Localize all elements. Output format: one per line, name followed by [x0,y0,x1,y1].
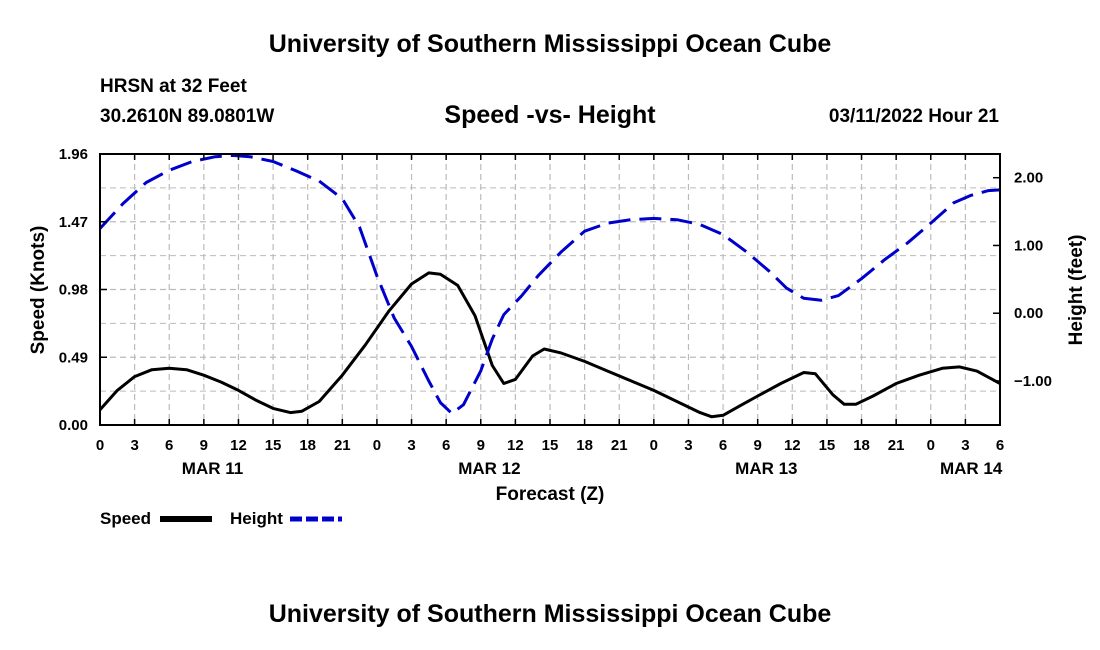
x-tick-label: 0 [373,437,381,454]
chart-title: Speed -vs- Height [444,101,656,129]
x-tick-label: 21 [888,437,905,454]
x-tick-label: 0 [650,437,658,454]
x-tick-label: 0 [927,437,935,454]
legend-speed-swatch [160,516,212,522]
x-tick-label: 6 [442,437,450,454]
x-tick-label: 3 [684,437,692,454]
speed-height-chart: 0 3 6 9 12 15 18 21 0 3 6 9 12 15 18 21 0 3 6 9 12 15 18 21 0 3 6M… [28,146,1087,505]
series-line-speed [98,271,1001,419]
x-tick-label: 12 [784,437,801,454]
x-tick-label: 21 [611,437,628,454]
grid [100,154,1000,425]
y-tick-label: 1.96 [59,146,88,163]
x-tick-label: 15 [265,437,282,454]
station-label: HRSN at 32 Feet [100,76,247,97]
x-tick-label: 6 [719,437,727,454]
x-tick-label: 9 [754,437,762,454]
date-label: MAR 11 [182,459,243,478]
x-tick-label: 9 [200,437,208,454]
x-tick-label: 15 [819,437,836,454]
y-tick-label: 0.00 [59,417,88,434]
legend-item-speed: Speed [100,509,151,529]
x-axis-title: Forecast (Z) [496,484,605,505]
x-tick-label: 18 [853,437,870,454]
page-title: University of Southern Mississippi Ocean… [268,30,832,58]
y-axis-title: Speed (Knots) [28,226,49,355]
date-label: MAR 14 [940,459,1003,478]
legend-height-swatch [290,516,342,522]
date-label: MAR 13 [735,459,797,478]
y-tick-label: 0.98 [59,282,88,299]
y2-tick-label: 2.00 [1014,170,1043,187]
x-tick-label: 15 [542,437,559,454]
axis-labels: 0 3 6 9 12 15 18 21 0 3 6 9 12 15 18 21 0 3 6 9 12 15 18 21 0 3 6M… [28,146,1087,505]
date-label: MAR 12 [458,459,520,478]
x-tick-label: 12 [230,437,247,454]
y2-axis-title: Height (feet) [1066,235,1087,346]
legend-height-label: Height [230,509,283,528]
footer-title: University of Southern Mississippi Ocean… [268,600,832,628]
coordinates-label: 30.2610N 89.0801W [100,106,275,127]
x-tick-label: 3 [407,437,415,454]
x-tick-label: 18 [576,437,593,454]
series-line-height [98,153,1001,415]
y-tick-label: 0.49 [59,349,88,366]
x-tick-label: 0 [96,437,104,454]
plot-border [99,153,1001,426]
x-tick-label: 3 [130,437,138,454]
x-tick-label: 3 [961,437,969,454]
x-tick-label: 18 [299,437,316,454]
forecast-datetime: 03/11/2022 Hour 21 [828,106,999,127]
x-tick-label: 6 [996,437,1004,454]
y2-tick-label: 1.00 [1014,237,1043,254]
x-tick-label: 21 [334,437,351,454]
x-tick-label: 9 [477,437,485,454]
series-layer [98,153,1001,419]
legend-speed-label: Speed [100,509,152,528]
y-tick-label: 1.47 [59,214,88,231]
x-tick-label: 6 [165,437,173,454]
x-tick-label: 12 [507,437,524,454]
plot-frame [99,153,1001,426]
y2-tick-label: −1.00 [1014,373,1052,390]
y2-tick-label: 0.00 [1014,305,1043,322]
legend-item-height: Height [230,509,283,529]
